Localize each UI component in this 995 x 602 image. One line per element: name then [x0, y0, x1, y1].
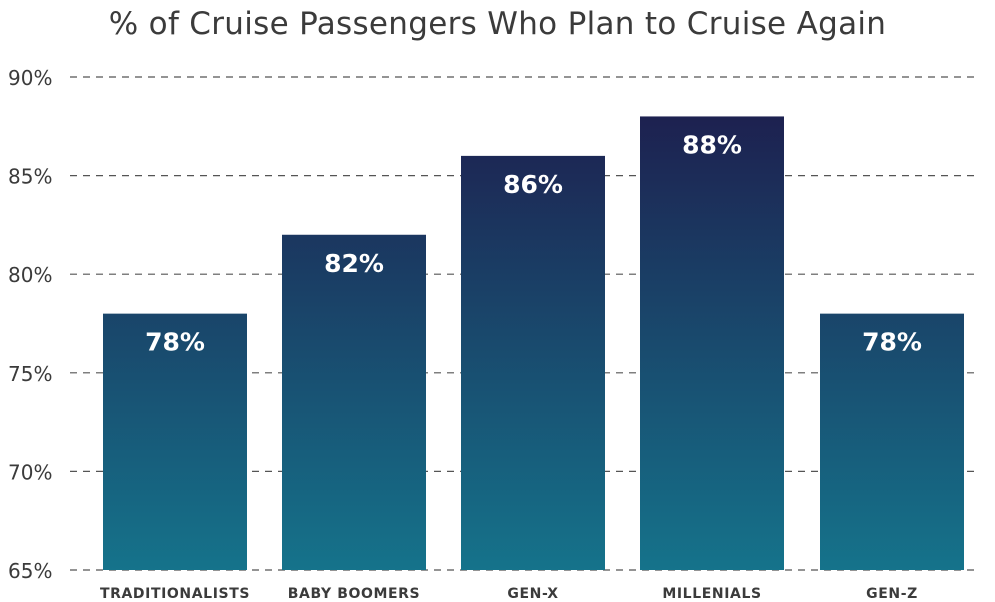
data-label: 82%	[324, 249, 384, 278]
y-tick-label: 70%	[8, 460, 52, 484]
x-tick-label: MILLENIALS	[662, 586, 761, 602]
y-tick-label: 80%	[8, 263, 52, 287]
y-tick-label: 90%	[8, 66, 52, 90]
x-tick-label: GEN-X	[507, 586, 558, 602]
chart-title: % of Cruise Passengers Who Plan to Cruis…	[108, 6, 887, 42]
bar	[103, 313, 247, 570]
bar	[640, 116, 784, 570]
x-tick-label: TRADITIONALISTS	[100, 586, 250, 602]
data-labels: 78% 82% 86% 88% 78%	[145, 130, 922, 356]
x-tick-label: BABY BOOMERS	[288, 586, 420, 602]
x-tick-label: GEN-Z	[866, 586, 918, 602]
data-label: 86%	[503, 170, 563, 199]
y-tick-label: 75%	[8, 362, 52, 386]
bar	[461, 155, 605, 570]
y-tick-label: 65%	[8, 559, 52, 583]
y-tick-label: 85%	[8, 165, 52, 189]
data-label: 78%	[862, 328, 922, 357]
bar	[820, 313, 964, 570]
x-axis-category-labels: TRADITIONALISTS BABY BOOMERS GEN-X MILLENIA…	[100, 586, 918, 602]
y-axis-tick-labels: 65% 70% 75% 80% 85% 90%	[8, 66, 52, 583]
data-label: 88%	[682, 130, 742, 159]
bars	[103, 116, 964, 570]
data-label: 78%	[145, 328, 205, 357]
bar	[282, 234, 426, 570]
